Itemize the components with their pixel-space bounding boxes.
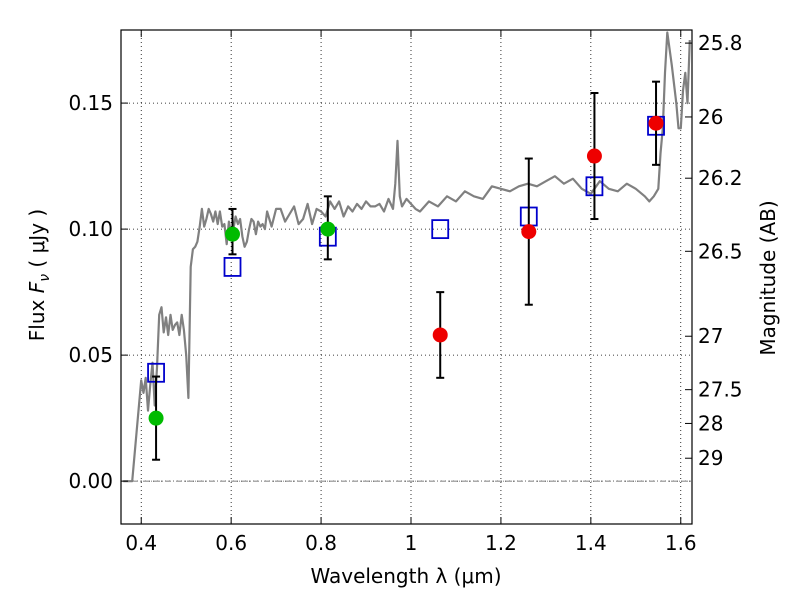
x-tick-label: 1 [405,531,418,555]
x-tick-label: 0.4 [125,531,157,555]
mag-tick-label: 25.8 [698,31,743,55]
mag-tick-label: 27 [698,324,723,348]
observed-point-marker [521,224,537,240]
plot-frame [120,29,693,525]
data-layer [121,31,692,483]
observed-point-marker [225,226,241,242]
observed-point-marker [586,148,602,164]
observed-point-marker [320,221,336,237]
observed-point-marker [148,410,164,426]
y-tick-label: 0.15 [68,91,113,115]
mag-tick-label: 26 [698,105,723,129]
x-tick-label: 1.2 [485,531,517,555]
y-tick-label: 0.10 [68,217,113,241]
observed-point-marker [648,115,664,131]
template-spectrum-line [123,31,691,483]
observed-point-marker [432,327,448,343]
mag-tick-label: 29 [698,446,723,470]
tick-layer: 0.4 0.6 0.8 1 1.2 1.4 1.6 0.00 0.05 0.10 0.15 25.8 2… [68,30,743,555]
mag-tick-label: 26.2 [698,166,743,190]
x-tick-label: 1.4 [575,531,607,555]
y-tick-label: 0.05 [68,343,113,367]
x-tick-label: 0.8 [305,531,337,555]
x-tick-label: 1.6 [665,531,697,555]
mag-tick-label: 28 [698,411,723,435]
grid-layer [121,30,692,524]
mag-tick-label: 27.5 [698,378,743,402]
mag-tick-label: 26.5 [698,239,743,263]
y-axis-label: Flux Fν ( μJy ) [25,209,53,341]
y-tick-label: 0.00 [68,469,113,493]
model-square-marker [223,257,242,277]
x-axis-label: Wavelength λ (μm) [310,564,501,588]
y2-axis-label: Magnitude (AB) [756,200,780,355]
x-tick-label: 0.6 [215,531,247,555]
model-square-marker [431,219,450,240]
